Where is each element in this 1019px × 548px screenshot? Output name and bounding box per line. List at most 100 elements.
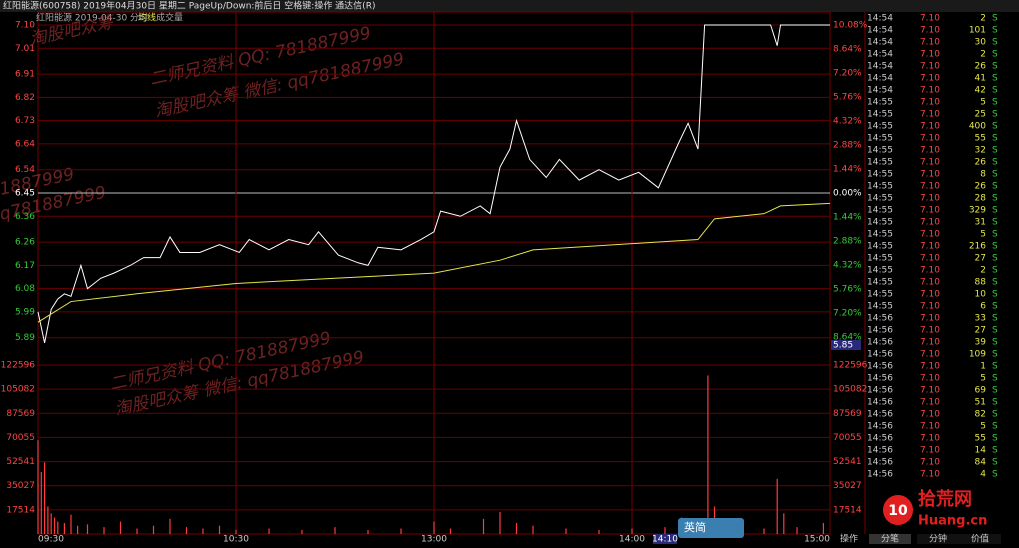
trade-time: 14:56 [867, 422, 893, 432]
x-tick-label: 09:30 [38, 535, 64, 545]
volume-bar [218, 525, 221, 534]
tab[interactable] [959, 534, 1001, 544]
trade-side: S [992, 290, 998, 300]
tab-label[interactable]: 分钟 [929, 533, 947, 545]
volume-bar [515, 522, 518, 534]
trade-side: S [992, 38, 998, 48]
tab[interactable] [869, 534, 911, 544]
trade-price: 7.10 [920, 290, 940, 300]
volume-bar [47, 506, 49, 534]
volume-bar [776, 478, 778, 534]
trade-price: 7.10 [920, 146, 940, 156]
trade-price: 7.10 [920, 326, 940, 336]
y2-tick-label: 8.64% [833, 333, 862, 343]
trade-time: 14:55 [867, 242, 893, 252]
trade-volume: 5 [980, 374, 986, 384]
trade-time: 14:56 [867, 314, 893, 324]
vol-tick-label-right: 70055 [833, 433, 862, 443]
volume-bar [763, 528, 765, 534]
trade-price: 7.10 [920, 110, 940, 120]
tab-label[interactable]: 价值 [971, 533, 989, 545]
y-tick-label: 6.73 [15, 116, 35, 126]
trade-time: 14:54 [867, 38, 893, 48]
trade-volume: 41 [975, 74, 986, 84]
trade-volume: 69 [975, 386, 987, 396]
trade-price: 7.10 [920, 62, 940, 72]
y-tick-label: 7.01 [15, 44, 35, 54]
trade-price: 7.10 [920, 194, 940, 204]
price-line [37, 202, 831, 323]
title-bar [0, 0, 1019, 12]
action-label: 操作 [840, 533, 858, 545]
y2-tick-label: 5.76% [833, 93, 862, 103]
trade-time: 14:55 [867, 206, 893, 216]
trade-price: 7.10 [920, 386, 940, 396]
trade-side: S [992, 338, 998, 348]
trade-volume: 33 [975, 314, 986, 324]
trade-side: S [992, 206, 998, 216]
y-tick-label: 6.08 [15, 284, 35, 294]
trade-side: S [992, 434, 998, 444]
trade-volume: 84 [975, 458, 987, 468]
trade-volume: 14 [975, 446, 987, 456]
trade-volume: 2 [980, 14, 986, 24]
trade-volume: 10 [975, 290, 987, 300]
trade-price: 7.10 [920, 458, 940, 468]
x-tick-label: 14:00 [619, 535, 645, 545]
volume-bar [40, 471, 42, 534]
trade-side: S [992, 302, 998, 312]
volume-bar [783, 513, 785, 534]
trade-volume: 6 [980, 302, 986, 312]
volume-bar [57, 521, 59, 534]
volume-bar [433, 521, 435, 534]
trade-time: 14:56 [867, 398, 893, 408]
trade-side: S [992, 398, 998, 408]
trade-price: 7.10 [920, 230, 940, 240]
y-tick-label: 6.45 [15, 189, 35, 199]
vol-tick-label: 87569 [6, 409, 35, 419]
trade-time: 14:54 [867, 62, 893, 72]
trade-side: S [992, 470, 998, 480]
volume-bar [301, 529, 303, 534]
trade-side: S [992, 182, 998, 192]
trade-side: S [992, 26, 998, 36]
volume-bar [499, 511, 501, 534]
trade-price: 7.10 [920, 98, 940, 108]
trade-time: 14:55 [867, 194, 893, 204]
vol-tick-label: 35027 [6, 481, 35, 491]
trade-side: S [992, 362, 998, 372]
trade-volume: 32 [975, 146, 986, 156]
trade-volume: 30 [975, 38, 987, 48]
trade-price: 7.10 [920, 74, 940, 84]
trade-price: 7.10 [920, 182, 940, 192]
volume-bar [63, 522, 65, 534]
trade-time: 14:56 [867, 350, 893, 360]
y2-tick-label: 7.20% [833, 69, 862, 79]
y2-tick-label: 5.76% [833, 285, 862, 295]
tab-label[interactable]: 分笔 [881, 533, 899, 545]
trade-time: 14:56 [867, 362, 893, 372]
vol-tick-label-right: 87569 [833, 409, 862, 419]
trade-time: 14:56 [867, 470, 893, 480]
trade-volume: 55 [975, 134, 986, 144]
trade-side: S [992, 446, 998, 456]
tab[interactable] [917, 534, 959, 544]
volume-bar [268, 528, 270, 534]
logo-num: 10 [888, 503, 908, 519]
volume-bar [334, 527, 336, 534]
trade-side: S [992, 86, 998, 96]
trade-side: S [992, 62, 998, 72]
trade-volume: 1 [980, 362, 986, 372]
trade-time: 14:56 [867, 458, 893, 468]
trade-time: 14:56 [867, 446, 893, 456]
trade-volume: 2 [980, 50, 986, 60]
vol-tick-label-right: 105082 [833, 385, 867, 395]
y-tick-label: 5.89 [15, 333, 35, 343]
trade-side: S [992, 266, 998, 276]
y-tick-label: 6.36 [15, 212, 35, 222]
trade-price: 7.10 [920, 302, 940, 312]
trade-time: 14:55 [867, 122, 893, 132]
volume-bar [37, 440, 39, 534]
trade-time: 14:55 [867, 302, 893, 312]
